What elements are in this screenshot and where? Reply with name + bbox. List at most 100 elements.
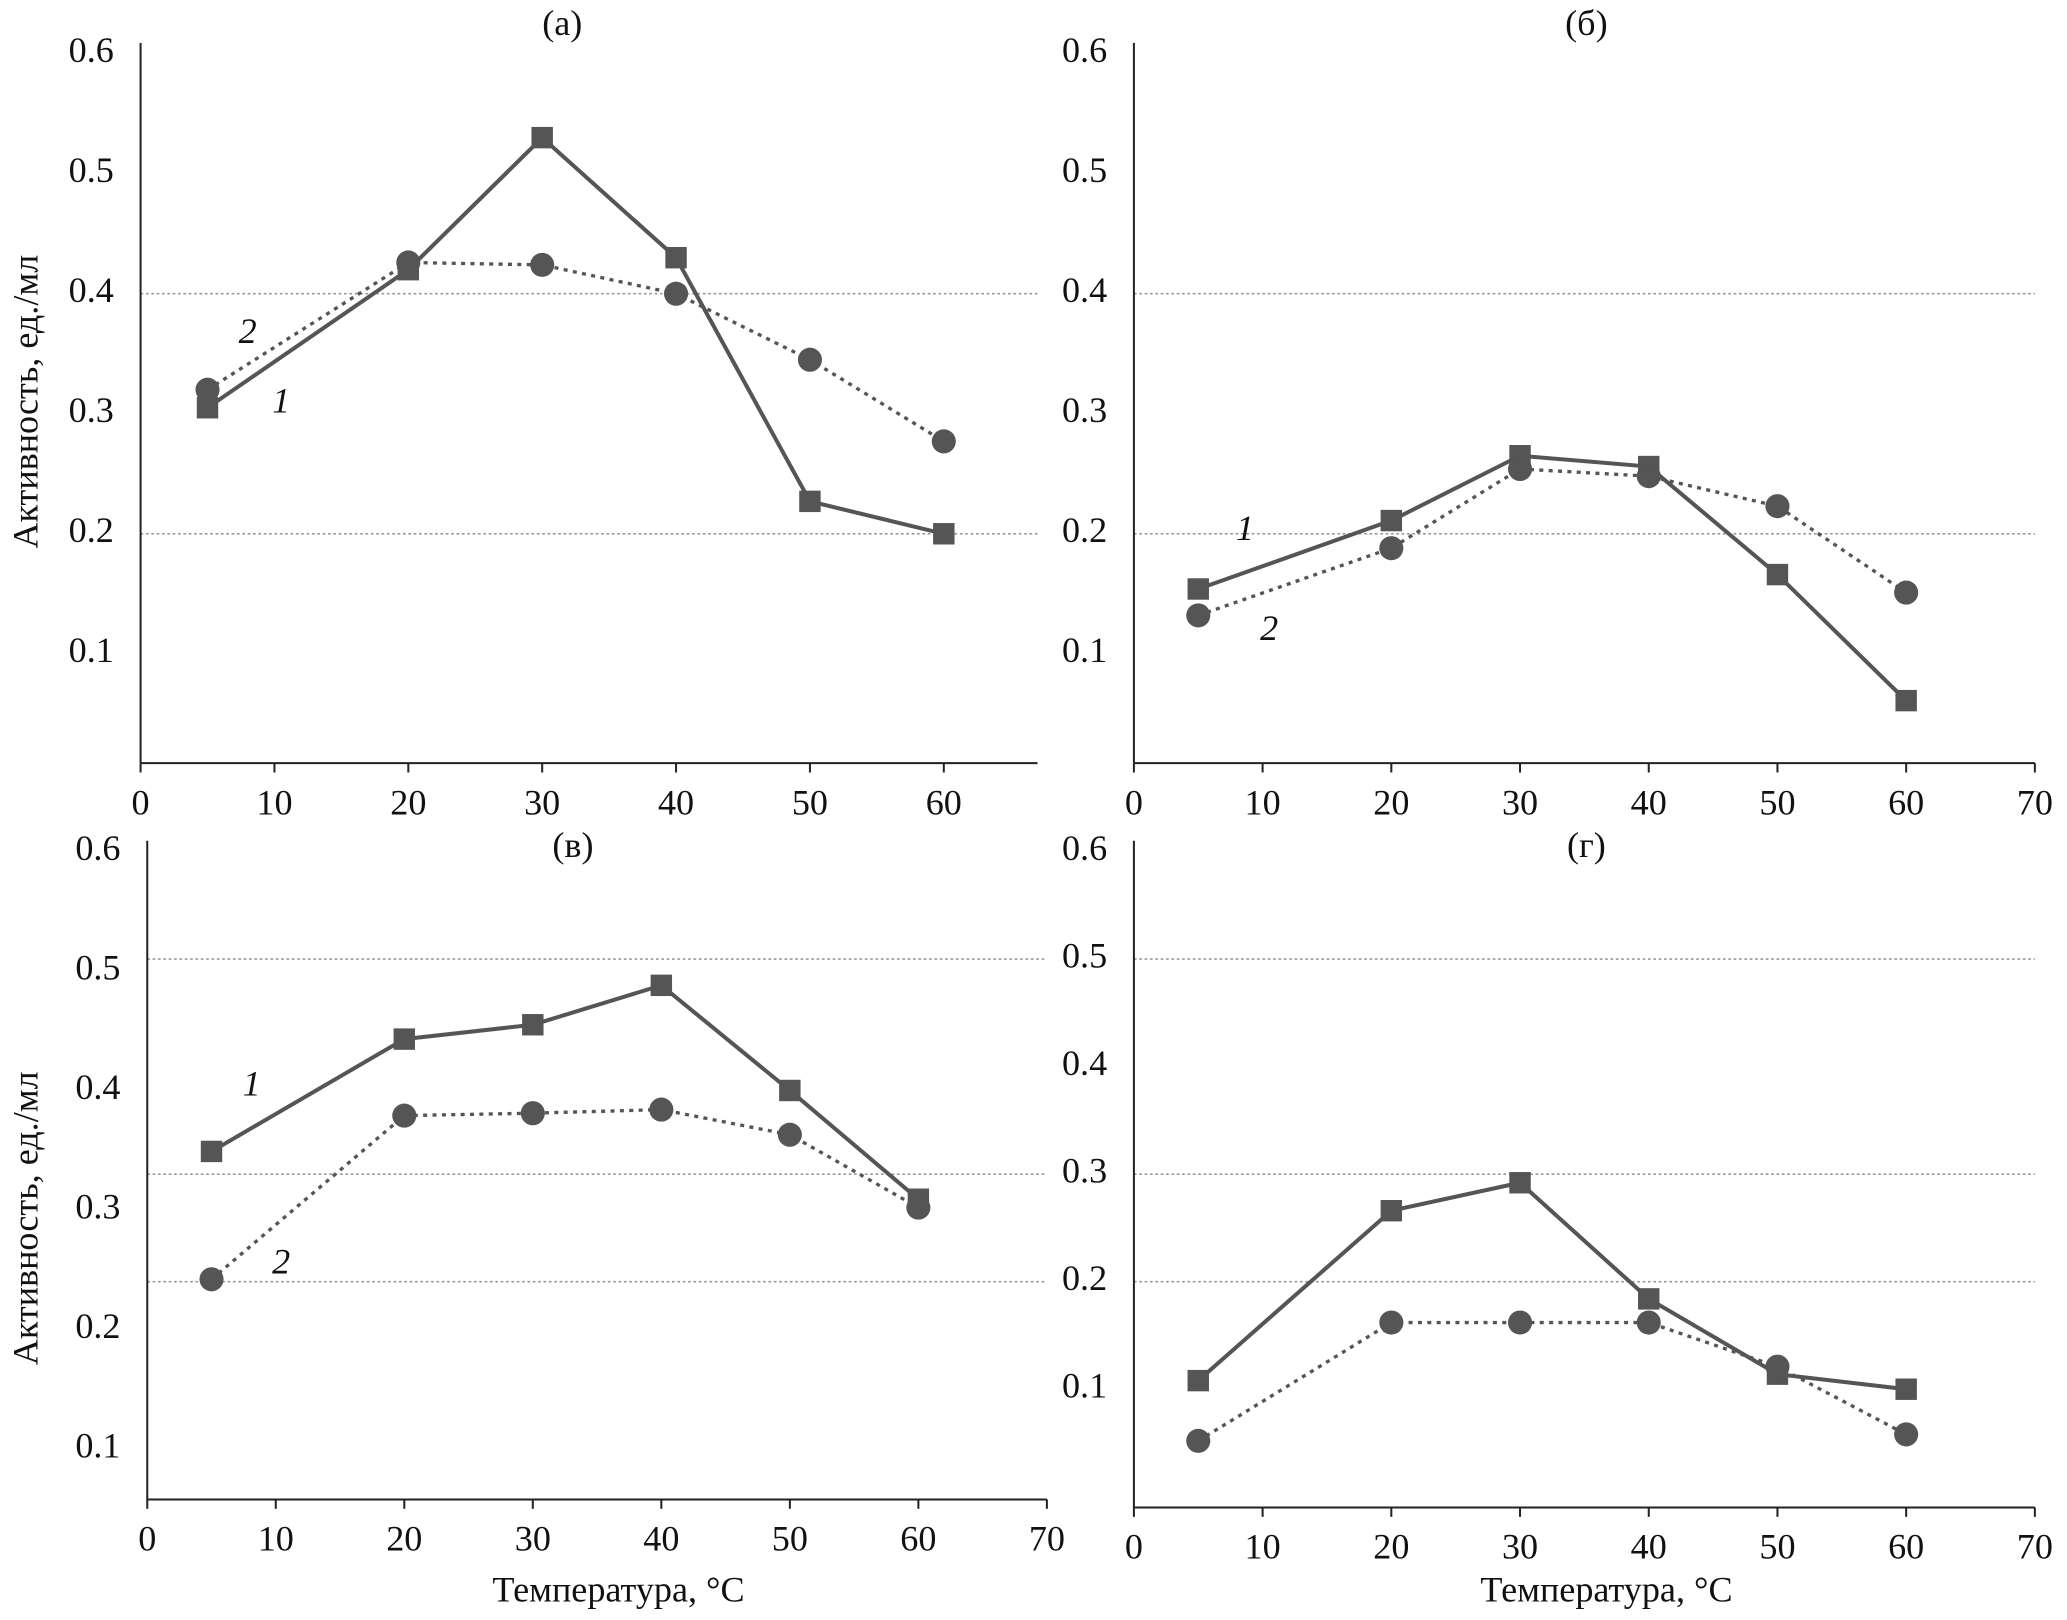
x-tick-label: 10	[1245, 1527, 1281, 1567]
x-tick-label: 10	[1245, 782, 1281, 822]
x-tick-label: 70	[1029, 1519, 1065, 1559]
series-name: 2	[1260, 608, 1278, 648]
marker	[664, 281, 689, 306]
y-tick-label: 0.3	[69, 390, 114, 430]
marker	[199, 1267, 224, 1292]
x-tick-label: 50	[1759, 1527, 1795, 1567]
marker	[665, 246, 687, 269]
marker	[1380, 509, 1403, 532]
y-tick-label: 0.1	[75, 1425, 120, 1465]
series-name: 2	[272, 1241, 290, 1281]
x-tick-label: 40	[658, 782, 694, 822]
panel-title: (г)	[1567, 825, 1606, 865]
marker	[779, 1079, 801, 1102]
marker	[1895, 689, 1917, 712]
y-tick-label: 0.4	[1062, 1043, 1107, 1083]
y-tick-label: 0.4	[69, 270, 114, 310]
marker	[1894, 1422, 1919, 1447]
y-tick-label: 0.3	[1062, 1150, 1107, 1190]
y-tick-label: 0.6	[69, 30, 114, 70]
x-tick-label: 30	[524, 782, 560, 822]
marker	[520, 1101, 545, 1126]
marker	[1379, 536, 1404, 561]
marker	[1636, 1310, 1661, 1335]
marker	[196, 397, 219, 419]
marker	[393, 1028, 416, 1050]
panel-title: (б)	[1565, 3, 1607, 43]
x-tick-label: 20	[1373, 1527, 1409, 1567]
marker	[1379, 1310, 1404, 1335]
marker	[1186, 603, 1211, 628]
marker	[1636, 464, 1661, 489]
series-name: 1	[243, 1063, 261, 1103]
marker	[1187, 1369, 1209, 1392]
marker	[1507, 456, 1533, 482]
marker	[1509, 1172, 1531, 1194]
x-tick-label: 60	[1888, 782, 1924, 822]
y-tick-label: 0.2	[69, 510, 114, 550]
panel-title: (а)	[542, 3, 582, 43]
y-tick-label: 0.6	[1062, 30, 1107, 70]
marker	[522, 1014, 544, 1036]
marker	[1894, 580, 1919, 605]
marker	[931, 429, 956, 454]
y-axis-label: Активность, ед./мл	[6, 1071, 46, 1365]
y-tick-label: 0.2	[75, 1306, 120, 1346]
y-tick-label: 0.3	[75, 1186, 120, 1226]
x-tick-label: 30	[515, 1519, 551, 1559]
marker	[777, 1122, 802, 1147]
marker	[906, 1195, 931, 1220]
x-tick-label: 60	[926, 782, 962, 822]
marker	[1187, 578, 1209, 600]
x-tick-label: 0	[138, 1519, 156, 1559]
x-tick-label: 30	[1502, 782, 1538, 822]
x-tick-label: 40	[1631, 782, 1667, 822]
x-tick-label: 40	[1631, 1527, 1667, 1567]
marker	[530, 252, 555, 277]
marker	[799, 490, 821, 513]
marker	[531, 126, 553, 149]
y-tick-label: 0.5	[69, 150, 114, 190]
marker	[1380, 1199, 1403, 1222]
marker	[1186, 1428, 1211, 1453]
line	[1197, 453, 1908, 703]
y-tick-label: 0.3	[1062, 390, 1107, 430]
y-tick-label: 0.5	[1062, 150, 1107, 190]
y-tick-label: 0.6	[75, 828, 120, 868]
panel-title: (в)	[552, 825, 593, 865]
x-tick-label: 60	[900, 1519, 936, 1559]
x-axis-label: Температура, °C	[1480, 1569, 1732, 1609]
marker	[396, 250, 421, 275]
x-tick-label: 70	[2017, 1527, 2053, 1567]
y-tick-label: 0.1	[1062, 1366, 1107, 1406]
marker	[392, 1103, 417, 1128]
x-tick-label: 0	[132, 782, 150, 822]
x-tick-label: 60	[1888, 1527, 1924, 1567]
line	[210, 983, 920, 1201]
y-tick-label: 0.5	[75, 947, 120, 987]
x-tick-label: 0	[1125, 782, 1143, 822]
y-tick-label: 0.4	[1062, 270, 1107, 310]
x-tick-label: 20	[386, 1519, 422, 1559]
marker	[195, 377, 220, 402]
x-tick-label: 50	[772, 1519, 808, 1559]
x-tick-label: 70	[2017, 782, 2053, 822]
x-tick-label: 20	[1373, 782, 1409, 822]
x-tick-label: 0	[1125, 1527, 1143, 1567]
line	[206, 260, 945, 443]
marker	[649, 1097, 674, 1122]
line	[1196, 1180, 1907, 1392]
x-tick-label: 10	[256, 782, 292, 822]
marker	[933, 523, 955, 545]
line	[1197, 467, 1908, 617]
x-axis-label: Температура, °C	[492, 1569, 744, 1609]
x-tick-label: 20	[390, 782, 426, 822]
y-tick-label: 0.2	[1062, 510, 1107, 550]
y-tick-label: 0.1	[69, 630, 114, 670]
marker	[1638, 1288, 1660, 1310]
marker	[1765, 1354, 1790, 1379]
y-tick-label: 0.4	[75, 1067, 120, 1107]
marker	[1895, 1378, 1917, 1400]
x-tick-label: 10	[258, 1519, 294, 1559]
